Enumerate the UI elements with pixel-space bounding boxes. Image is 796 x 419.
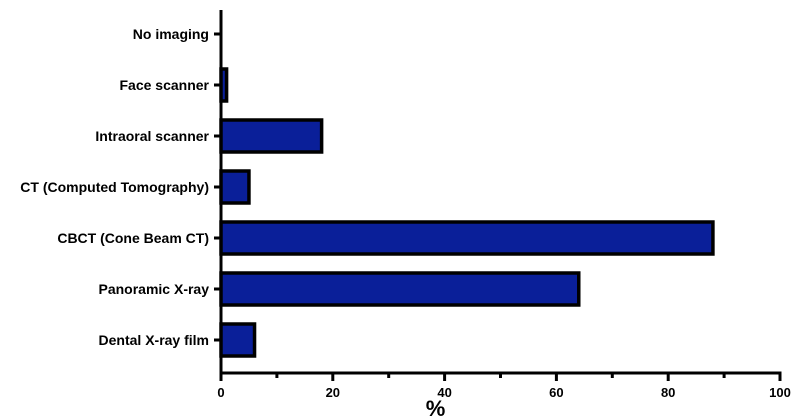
x-tick-label-4: 80	[661, 385, 675, 400]
bar-6	[219, 322, 257, 358]
bar-4	[219, 220, 715, 256]
x-tick-label-1: 20	[326, 385, 340, 400]
x-axis-title: %	[426, 396, 446, 419]
bars-layer	[219, 67, 715, 358]
bar-3	[219, 169, 251, 205]
x-tick-label-5: 100	[769, 385, 791, 400]
category-label-4: CBCT (Cone Beam CT)	[57, 230, 209, 246]
category-labels: No imaging Face scanner Intraoral scanner C…	[20, 26, 209, 348]
x-ticks: 0 20 40 60 80 100	[217, 373, 791, 400]
bar-5	[219, 271, 581, 307]
axes	[214, 10, 782, 375]
x-tick-label-3: 60	[549, 385, 563, 400]
bar-2	[219, 118, 324, 154]
category-label-6: Dental X-ray film	[99, 332, 209, 348]
category-label-2: Intraoral scanner	[95, 128, 209, 144]
category-label-1: Face scanner	[120, 77, 210, 93]
x-tick-label-0: 0	[217, 385, 224, 400]
category-label-0: No imaging	[133, 26, 209, 42]
x-tick-label-2: 40	[437, 385, 451, 400]
category-label-3: CT (Computed Tomography)	[20, 179, 209, 195]
category-label-5: Panoramic X-ray	[99, 281, 210, 297]
